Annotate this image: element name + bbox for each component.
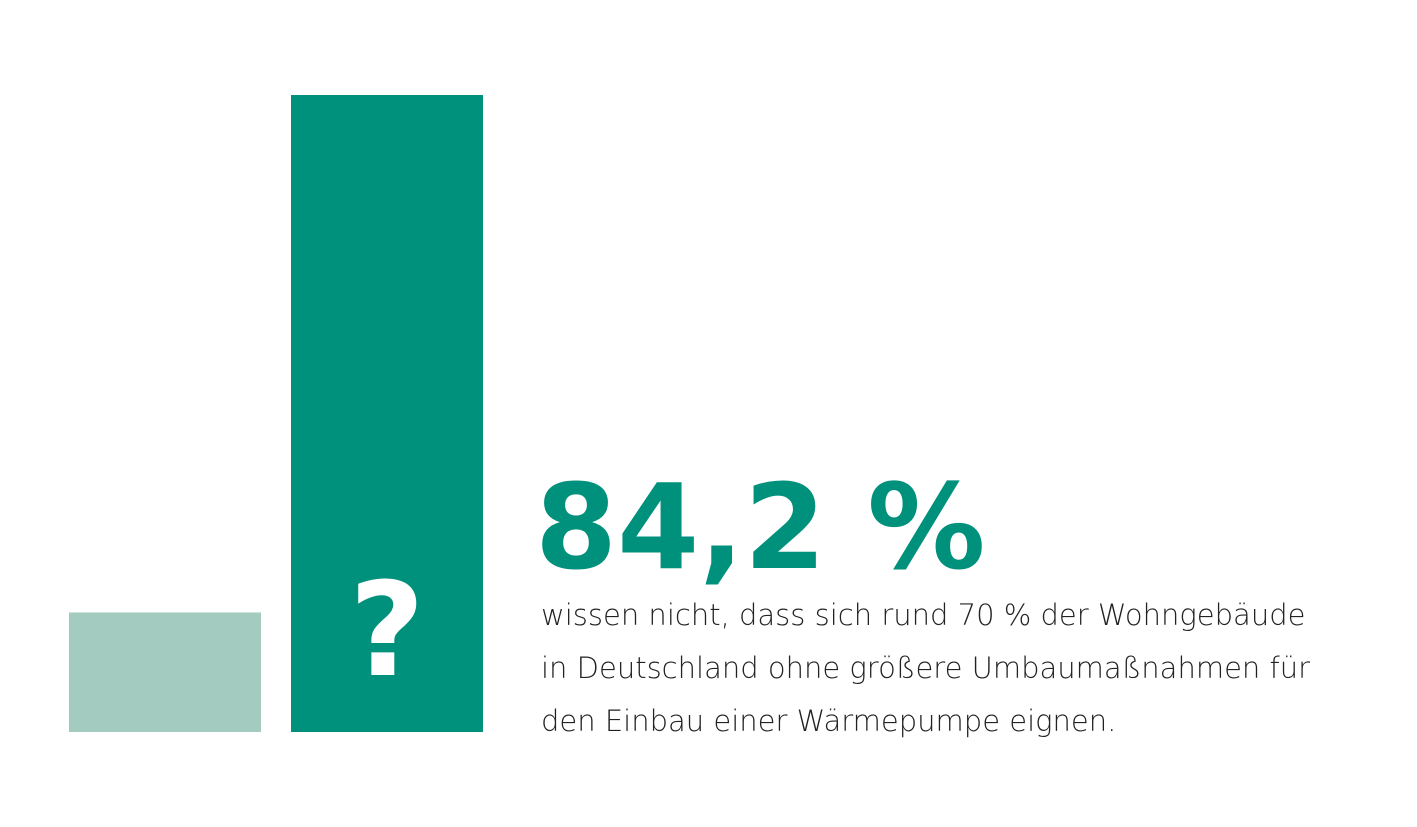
description-line: in Deutschland ohne größere Umbaumaßnahm… [541,651,1310,685]
value-label: 84,2 % [535,458,985,596]
bar [69,612,261,732]
description-line: den Einbau einer Wärmepumpe eignen. [541,704,1116,738]
bar-annotation: ? [349,554,424,706]
description-line: wissen nicht, dass sich rund 70 % der Wo… [541,598,1305,632]
bar [291,95,483,732]
